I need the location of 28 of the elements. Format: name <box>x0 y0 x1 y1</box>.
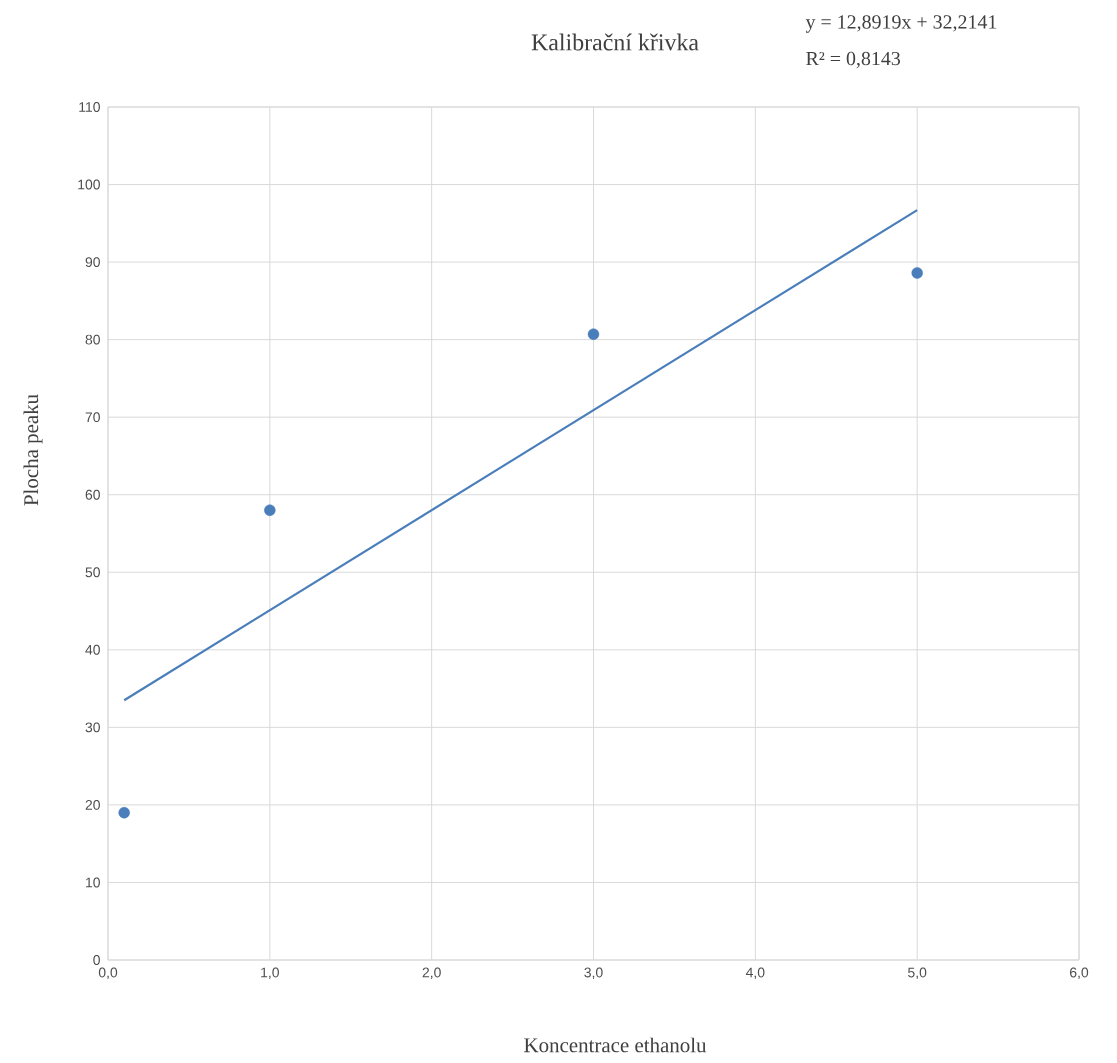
y-tick-label: 20 <box>85 799 100 810</box>
y-tick-label: 90 <box>85 257 100 268</box>
x-tick-label: 5,0 <box>908 967 927 980</box>
point <box>587 328 600 340</box>
point <box>911 267 923 279</box>
point <box>118 806 130 819</box>
x-tick-label: 1,0 <box>261 967 279 980</box>
y-tick-label: 110 <box>79 102 100 112</box>
y-tick-label: 0 <box>93 955 100 965</box>
x-tick-label: 0,0 <box>98 967 118 980</box>
x-axis-title: Koncentrace ethanolu <box>524 1037 707 1053</box>
y-tick-label: 30 <box>85 722 100 733</box>
y-tick-label: 40 <box>85 644 100 655</box>
chart-title: Kalibrační křivka <box>531 33 699 51</box>
y-tick-label: 10 <box>86 877 100 888</box>
y-tick-label: 80 <box>85 334 100 345</box>
y-tick-label: 100 <box>78 179 100 190</box>
x-tick-label: 4,0 <box>745 967 765 980</box>
y-axis-title: Plocha peaku <box>23 394 43 506</box>
y-tick-label: 60 <box>85 489 100 500</box>
y-tick-label: 70 <box>85 412 100 423</box>
x-tick-label: 2,0 <box>422 967 441 980</box>
text: R² = 0,8143 <box>806 51 901 69</box>
y-tick-label: 50 <box>85 567 100 578</box>
x-tick-label: 3,0 <box>584 967 603 980</box>
x-tick-label: 6,0 <box>1070 967 1089 980</box>
point <box>264 504 276 516</box>
text: y = 12,8919x + 32,2141 <box>805 15 997 33</box>
